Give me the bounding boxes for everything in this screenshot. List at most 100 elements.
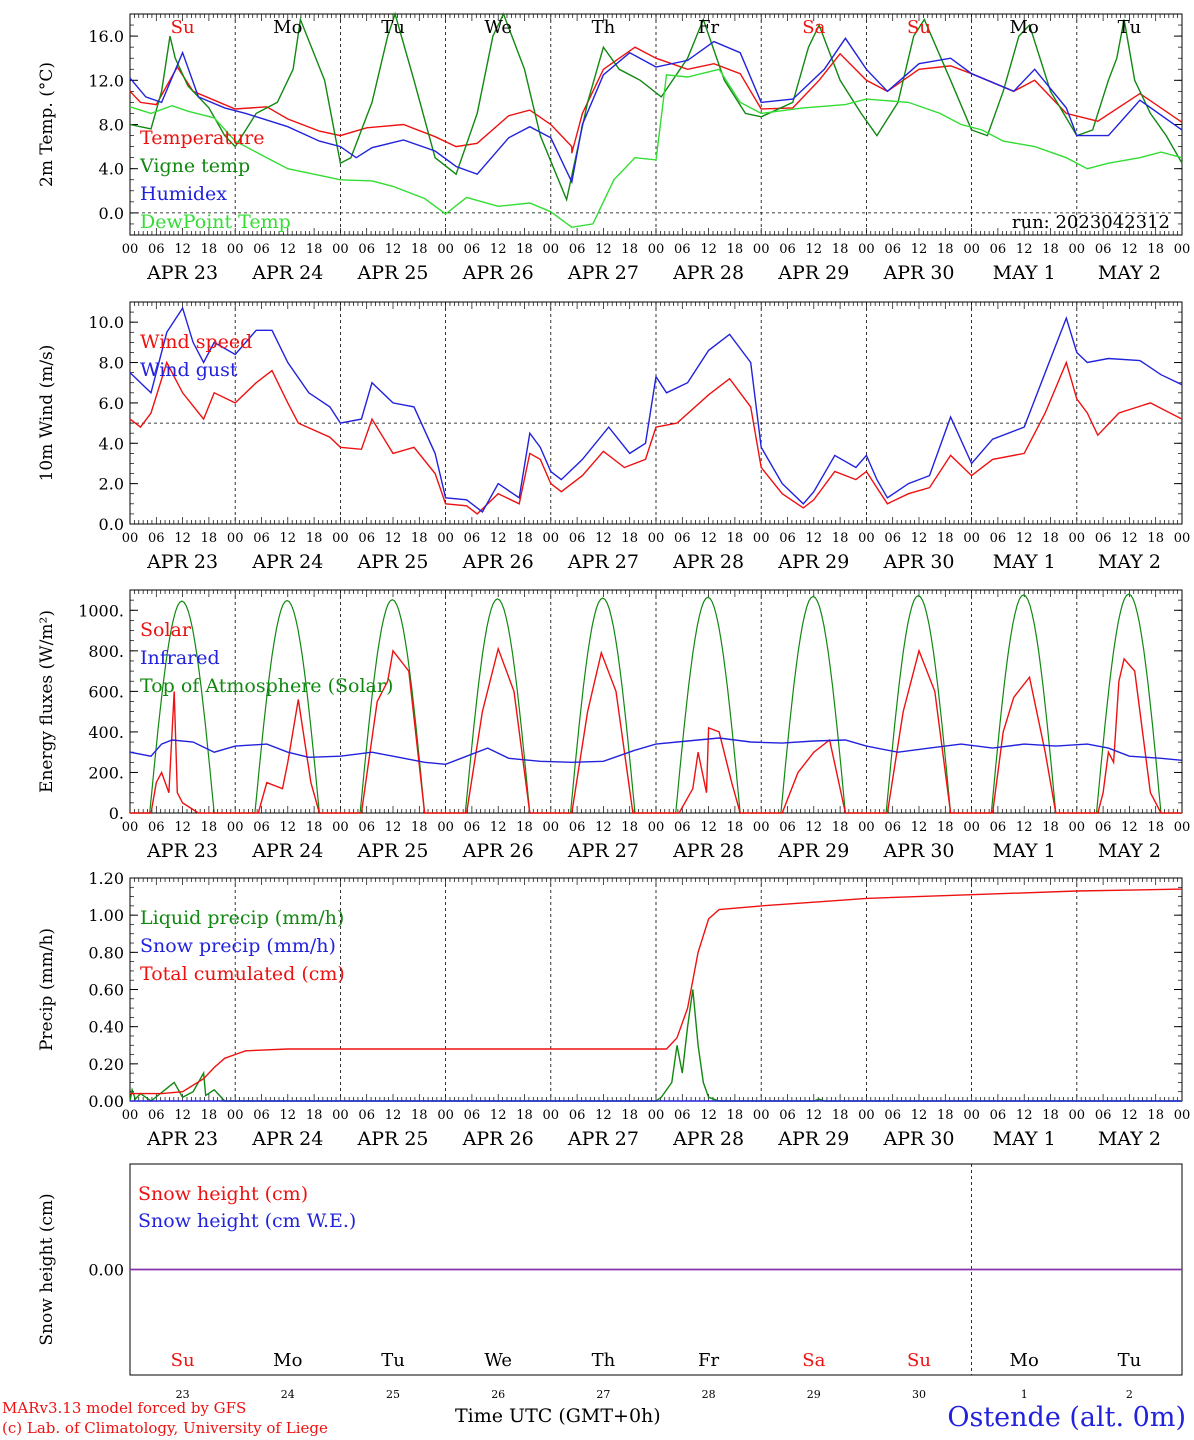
date-label: APR 26 [462, 262, 534, 284]
y-tick-label: 16.0 [88, 27, 124, 46]
hour-tick-label: 12 [911, 531, 928, 546]
hour-tick-label: 12 [700, 820, 717, 835]
hour-tick-label: 06 [990, 1108, 1007, 1123]
date-label: APR 25 [356, 1128, 428, 1150]
run-label: run: 2023042312 [1012, 212, 1170, 233]
hour-tick-label: 18 [1147, 531, 1164, 546]
series-line-solar [130, 646, 1182, 814]
day-number-label: 30 [912, 1388, 926, 1401]
date-label: APR 30 [882, 1128, 954, 1150]
hour-tick-label: 12 [490, 531, 507, 546]
hour-tick-label: 06 [1095, 531, 1112, 546]
legend-entry: Wind gust [140, 359, 238, 381]
y-tick-label: 10.0 [88, 313, 124, 332]
weekday-label-bottom: Mo [1010, 1350, 1039, 1371]
hour-tick-label: 06 [464, 531, 481, 546]
date-label: APR 25 [356, 262, 428, 284]
weekday-label-top: Fr [698, 17, 719, 38]
hour-tick-label: 12 [806, 531, 823, 546]
y-tick-label: 1000. [78, 601, 124, 620]
hour-tick-label: 18 [1042, 1108, 1059, 1123]
hour-tick-label: 00 [858, 820, 875, 835]
y-tick-label: 0.0 [99, 204, 124, 223]
legend-entry: Snow height (cm W.E.) [138, 1210, 356, 1232]
hour-tick-label: 06 [253, 1108, 270, 1123]
date-label: APR 23 [146, 1128, 218, 1150]
hour-tick-label: 18 [1147, 1108, 1164, 1123]
hour-tick-label: 18 [832, 242, 849, 257]
series-line-wind-speed [129, 360, 1183, 515]
legend-entry: Snow height (cm) [138, 1183, 308, 1205]
hour-tick-label: 18 [411, 242, 428, 257]
hour-tick-label: 18 [201, 1108, 218, 1123]
hour-tick-label: 06 [674, 531, 691, 546]
hour-tick-label: 12 [595, 1108, 612, 1123]
hour-tick-label: 12 [174, 1108, 191, 1123]
hour-tick-label: 00 [543, 242, 560, 257]
hour-tick-label: 06 [1095, 820, 1112, 835]
weekday-label-top: Tu [1118, 17, 1142, 38]
hour-tick-label: 18 [621, 1108, 638, 1123]
hour-tick-label: 00 [332, 531, 349, 546]
hour-tick-label: 00 [753, 242, 770, 257]
hour-tick-label: 06 [358, 1108, 375, 1123]
hour-tick-label: 06 [674, 242, 691, 257]
hour-tick-label: 00 [543, 531, 560, 546]
hour-tick-label: 12 [280, 242, 297, 257]
date-label: APR 24 [251, 1128, 323, 1150]
hour-tick-label: 06 [990, 531, 1007, 546]
date-label: APR 28 [672, 840, 744, 862]
hour-tick-label: 06 [253, 531, 270, 546]
hour-tick-label: 18 [516, 531, 533, 546]
legend-entry: Total cumulated (cm) [140, 963, 345, 985]
panel-5: 0.00 Snow height (cm) Snow height (cm) Snow… [37, 1163, 1183, 1401]
hour-tick-label: 12 [1016, 1108, 1033, 1123]
weekday-label-top: Su [907, 17, 931, 38]
hour-tick-label: 00 [1174, 1108, 1191, 1123]
date-label: APR 29 [777, 262, 849, 284]
hour-tick-label: 18 [937, 1108, 954, 1123]
panel-2: 00 06 12 18 APR 23 00 06 12 18 APR 24 00 06 12 18 APR … [37, 301, 1191, 573]
hour-tick-label: 12 [700, 1108, 717, 1123]
date-label: APR 27 [567, 262, 639, 284]
day-number-label: 1 [1021, 1388, 1028, 1401]
hour-tick-label: 12 [385, 531, 402, 546]
hour-tick-label: 18 [1042, 531, 1059, 546]
hour-tick-label: 00 [753, 1108, 770, 1123]
hour-tick-label: 00 [963, 1108, 980, 1123]
panel-4: 00 06 12 18 APR 23 00 06 12 18 APR 24 00 06 12 18 APR … [37, 869, 1190, 1150]
hour-tick-label: 00 [543, 820, 560, 835]
y-axis-label: 2m Temp. (°C) [37, 62, 57, 187]
hour-tick-label: 06 [1095, 242, 1112, 257]
date-label: APR 28 [672, 262, 744, 284]
y-axis-label: Energy fluxes (W/m²) [37, 610, 57, 793]
hour-tick-label: 18 [1042, 820, 1059, 835]
date-label: APR 25 [356, 551, 428, 573]
y-tick-label: 600. [88, 682, 124, 701]
legend-entry: Liquid precip (mm/h) [140, 907, 344, 929]
hour-tick-label: 18 [832, 1108, 849, 1123]
hour-tick-label: 00 [437, 531, 454, 546]
hour-tick-label: 00 [1174, 531, 1191, 546]
y-axis-label: 10m Wind (m/s) [37, 345, 57, 482]
y-axis-label: Snow height (cm) [37, 1193, 57, 1345]
y-tick-label: 0.20 [88, 1055, 124, 1074]
hour-tick-label: 00 [1069, 242, 1086, 257]
hour-tick-label: 00 [437, 1108, 454, 1123]
weekday-label-top: Su [171, 17, 195, 38]
hour-tick-label: 00 [753, 820, 770, 835]
hour-tick-label: 00 [437, 242, 454, 257]
weekday-label-bottom: Su [907, 1350, 931, 1371]
model-line: MARv3.13 model forced by GFS [2, 1399, 247, 1417]
date-label: APR 30 [882, 840, 954, 862]
panel-3: 00 06 12 18 APR 23 00 06 12 18 APR 24 00 06 12 18 APR … [37, 589, 1190, 862]
weekday-label-bottom: We [484, 1350, 512, 1371]
hour-tick-label: 06 [464, 1108, 481, 1123]
hour-tick-label: 12 [911, 1108, 928, 1123]
hour-tick-label: 06 [253, 820, 270, 835]
legend-entry: Solar [140, 619, 192, 641]
credit-line: (c) Lab. of Climatology, University of L… [2, 1419, 328, 1437]
hour-tick-label: 18 [832, 820, 849, 835]
hour-tick-label: 00 [648, 820, 665, 835]
